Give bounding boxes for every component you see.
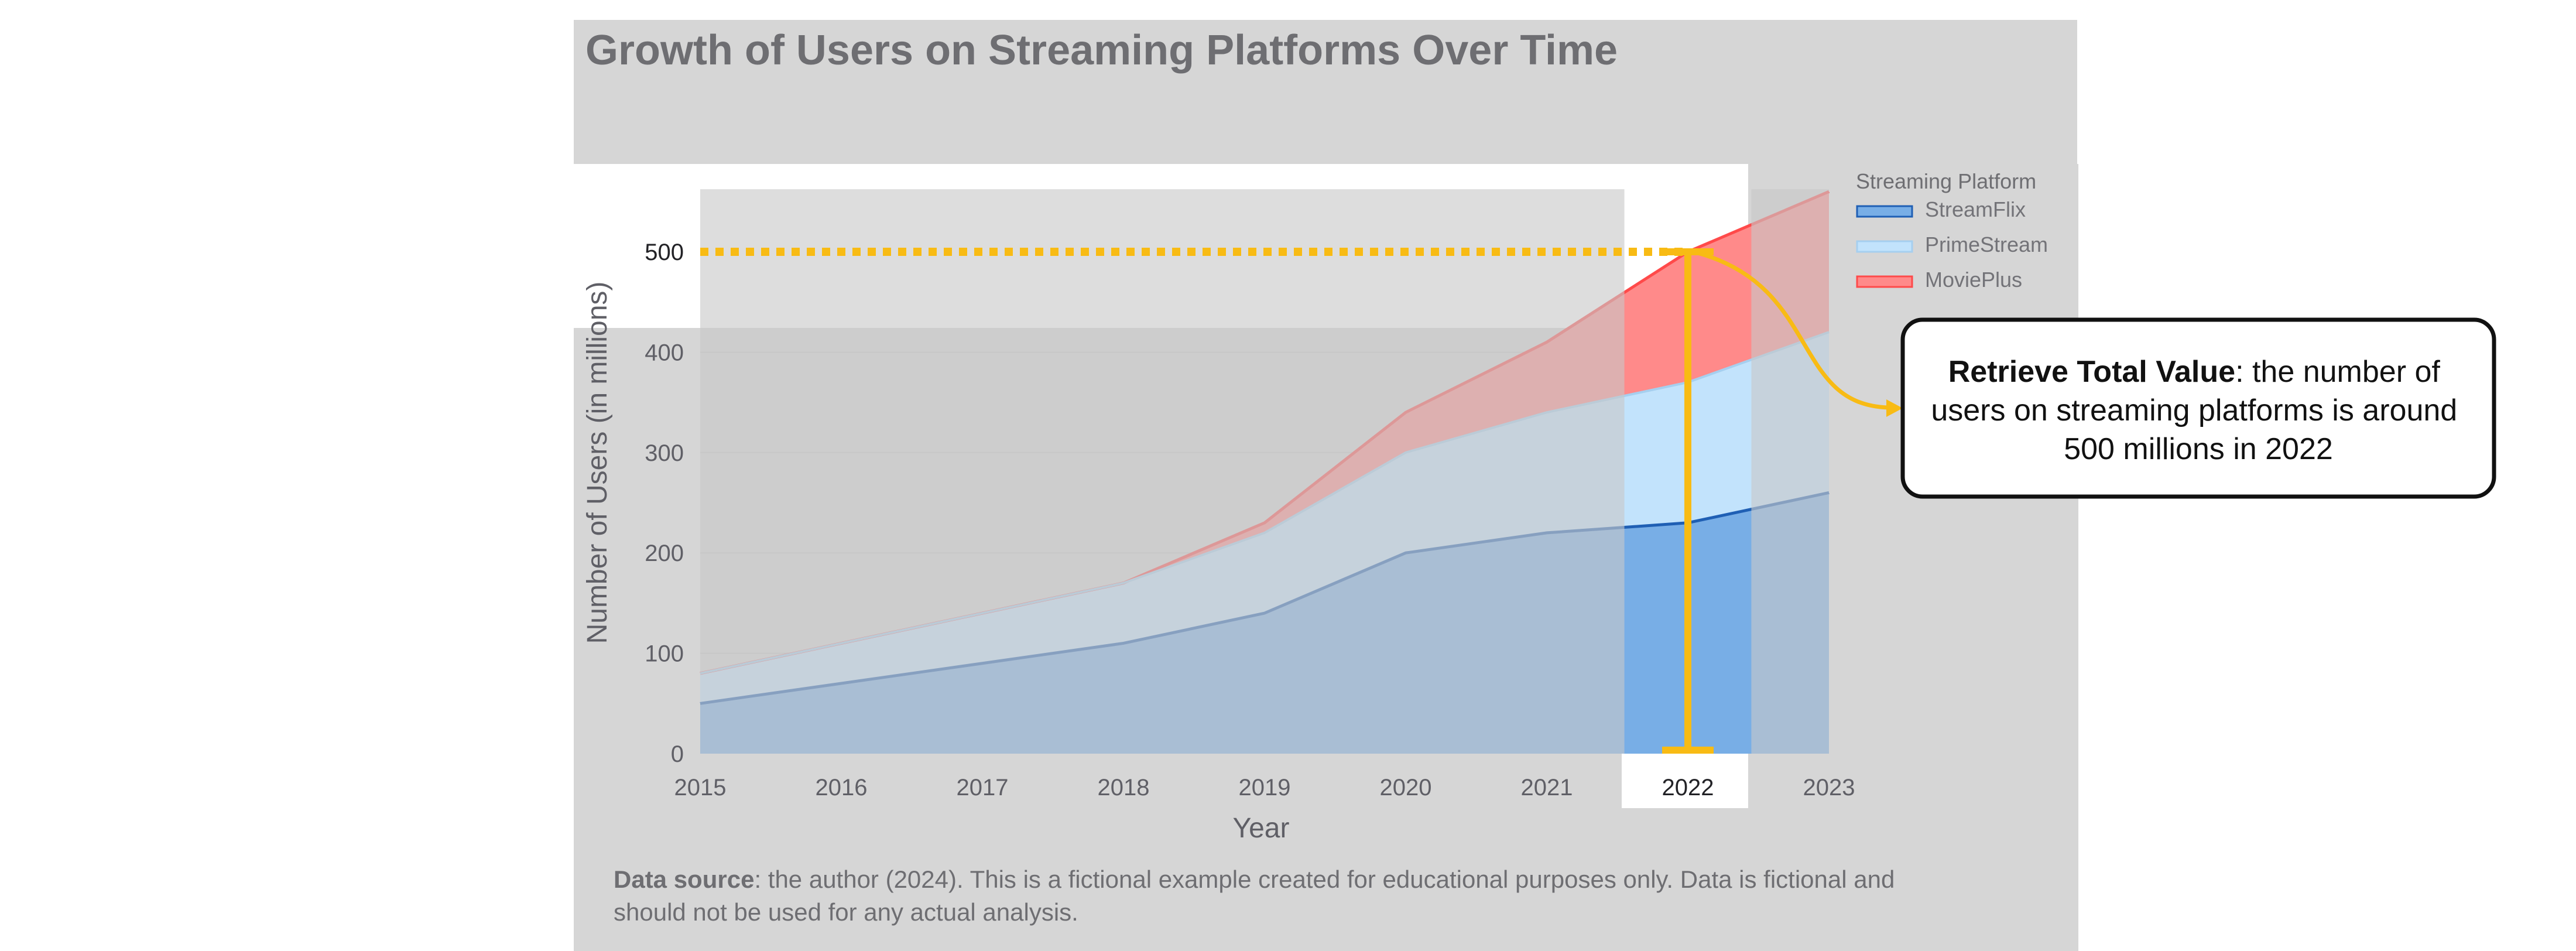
y-axis-title: Number of Users (in millions) bbox=[582, 282, 613, 644]
value-bracket bbox=[1662, 248, 1714, 754]
x-tick-label: 2022 bbox=[1662, 775, 1714, 801]
y-tick-label: 0 bbox=[671, 741, 684, 767]
x-tick-label: 2020 bbox=[1380, 775, 1432, 801]
callout-connector bbox=[1697, 251, 1889, 410]
y-tick-label: 100 bbox=[645, 641, 684, 667]
x-axis-title: Year bbox=[1233, 813, 1290, 844]
x-tick-label: 2023 bbox=[1803, 775, 1855, 801]
title-panel bbox=[574, 20, 2077, 164]
legend-swatch-primestream bbox=[1856, 240, 1913, 253]
data-source-note: Data source: the author (2024). This is … bbox=[614, 866, 1902, 926]
y-axis-ticks: 0 100 200 300 400 500 bbox=[645, 240, 684, 767]
x-tick-label: 2016 bbox=[816, 775, 868, 801]
x-tick-label: 2017 bbox=[957, 775, 1009, 801]
legend-swatch-movieplus bbox=[1856, 275, 1913, 288]
legend-swatch-streamflix bbox=[1856, 205, 1913, 218]
x-axis-ticks: 2015 2016 2017 2018 2019 2020 2021 2022 2023 bbox=[674, 775, 1855, 801]
x-tick-label: 2018 bbox=[1098, 775, 1150, 801]
y-tick-label: 300 bbox=[645, 440, 684, 466]
legend-label-streamflix: StreamFlix bbox=[1925, 197, 2026, 221]
chart-title: Growth of Users on Streaming Platforms O… bbox=[585, 27, 1618, 74]
dim-overlay-right bbox=[1751, 189, 1829, 754]
legend-title: Streaming Platform bbox=[1856, 169, 2036, 193]
y-tick-label: 500 bbox=[645, 240, 684, 265]
legend-label-movieplus: MoviePlus bbox=[1925, 268, 2022, 292]
dim-overlay-left bbox=[700, 189, 1625, 754]
legend-label-primestream: PrimeStream bbox=[1925, 232, 2048, 256]
x-tick-label: 2019 bbox=[1239, 775, 1291, 801]
callout-box bbox=[1900, 317, 2496, 499]
legend: Streaming Platform StreamFlix PrimeStream… bbox=[1856, 169, 2048, 292]
callout-arrowhead bbox=[1886, 399, 1903, 417]
x-tick-label: 2015 bbox=[674, 775, 727, 801]
y-tick-label: 200 bbox=[645, 541, 684, 566]
callout-text: Retrieve Total Value: the number of user… bbox=[1931, 355, 2465, 466]
y-tick-label: 400 bbox=[645, 340, 684, 365]
x-tick-label: 2021 bbox=[1521, 775, 1573, 801]
